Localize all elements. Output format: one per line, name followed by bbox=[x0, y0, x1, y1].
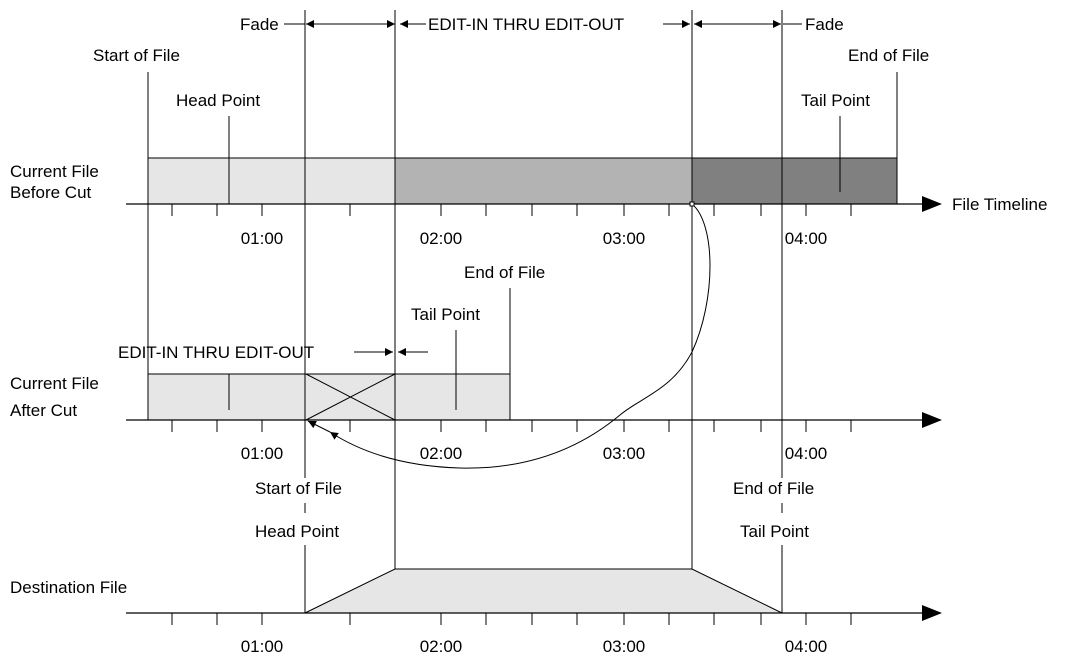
dest-tick-label-0200: 02:00 bbox=[420, 637, 463, 656]
before-edit-segment bbox=[394, 157, 693, 205]
after-axis-ticks bbox=[171, 420, 852, 432]
after-label-line1: Current File bbox=[10, 374, 99, 393]
dest-axis-arrowhead bbox=[922, 605, 942, 621]
dest-axis-ticks bbox=[171, 613, 852, 625]
before-start-of-file-label: Start of File bbox=[93, 46, 180, 65]
dest-label: Destination File bbox=[10, 578, 127, 597]
edit-out-marker bbox=[689, 201, 695, 207]
before-label-line1: Current File bbox=[10, 162, 99, 181]
removed-segment-cross-b bbox=[305, 373, 396, 421]
before-axis-ticks bbox=[171, 204, 852, 216]
before-head-segment bbox=[147, 157, 396, 205]
before-tick-label-0400: 04:00 bbox=[785, 229, 828, 248]
dest-head-point-label: Head Point bbox=[255, 522, 339, 541]
after-edit-range-label: EDIT-IN THRU EDIT-OUT bbox=[118, 343, 314, 362]
dest-tick-label-0300: 03:00 bbox=[603, 637, 646, 656]
destination-file-shape bbox=[304, 568, 783, 614]
after-end-of-file-label: End of File bbox=[464, 263, 545, 282]
after-label-line2: After Cut bbox=[10, 401, 77, 420]
after-tick-label-0300: 03:00 bbox=[603, 444, 646, 463]
before-axis-label: File Timeline bbox=[952, 195, 1047, 214]
after-tick-label-0100: 01:00 bbox=[241, 444, 284, 463]
dest-end-of-file-label: End of File bbox=[733, 479, 814, 498]
before-tick-label-0300: 03:00 bbox=[603, 229, 646, 248]
before-head-point-label: Head Point bbox=[176, 91, 260, 110]
after-tick-label-0400: 04:00 bbox=[785, 444, 828, 463]
dest-tail-point-label: Tail Point bbox=[740, 522, 809, 541]
before-tick-label-0200: 02:00 bbox=[420, 229, 463, 248]
dest-start-of-file-label: Start of File bbox=[255, 479, 342, 498]
after-axis-arrowhead bbox=[922, 412, 942, 428]
dest-tick-label-0400: 04:00 bbox=[785, 637, 828, 656]
before-axis-arrowhead bbox=[922, 196, 942, 212]
edit-range-top-label: EDIT-IN THRU EDIT-OUT bbox=[428, 15, 624, 34]
dest-tick-label-0100: 01:00 bbox=[241, 637, 284, 656]
fade-right-label: Fade bbox=[805, 15, 844, 34]
fade-left-label: Fade bbox=[240, 15, 279, 34]
before-tick-label-0100: 01:00 bbox=[241, 229, 284, 248]
before-end-of-file-label: End of File bbox=[848, 46, 929, 65]
before-tail-segment bbox=[691, 157, 898, 205]
before-tail-point-label: Tail Point bbox=[801, 91, 870, 110]
before-label-line2: Before Cut bbox=[10, 183, 92, 202]
after-tick-label-0200: 02:00 bbox=[420, 444, 463, 463]
after-tail-point-label: Tail Point bbox=[411, 305, 480, 324]
move-curve-arrow bbox=[329, 203, 711, 469]
